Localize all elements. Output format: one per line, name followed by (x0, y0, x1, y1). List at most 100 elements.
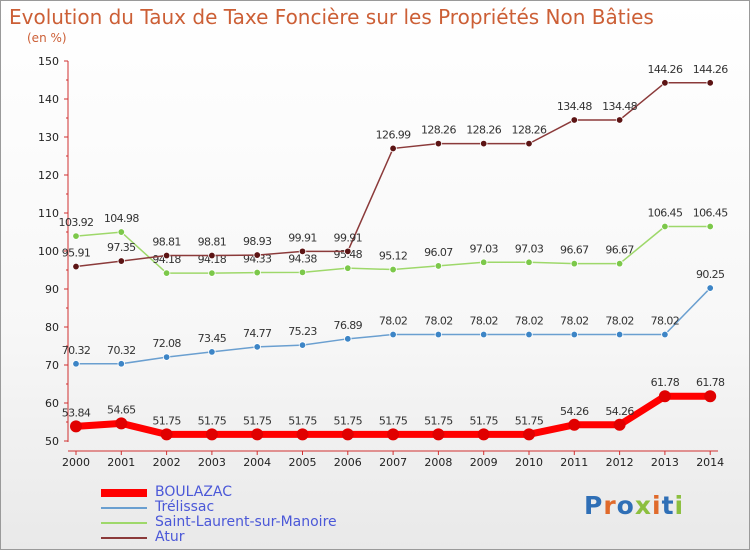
data-label: 78.02 (379, 315, 408, 328)
proxiti-logo: Proxiti (584, 491, 684, 520)
data-label: 128.26 (421, 124, 456, 137)
data-point (615, 259, 624, 268)
data-point (253, 251, 261, 259)
y-tick-label: 130 (38, 131, 59, 144)
data-point (570, 116, 578, 124)
data-label: 70.32 (107, 344, 136, 357)
y-tick-label: 150 (38, 55, 59, 68)
data-point (344, 335, 352, 343)
data-point (296, 428, 309, 441)
data-point (298, 341, 307, 349)
y-tick-label: 110 (38, 207, 59, 220)
logo-letter: i (674, 491, 685, 520)
legend-label: Atur (155, 529, 185, 545)
data-label: 128.26 (466, 124, 501, 137)
data-point (615, 116, 624, 124)
data-point (525, 139, 533, 148)
data-point (117, 228, 125, 236)
data-label: 73.45 (198, 332, 227, 345)
legend-label: Trélissac (155, 499, 215, 515)
data-label: 61.78 (651, 376, 680, 389)
data-label: 51.75 (379, 414, 408, 427)
unit-label: (en %) (27, 31, 67, 45)
x-tick-label: 2007 (379, 456, 407, 469)
data-label: 96.07 (424, 246, 453, 259)
data-label: 54.26 (605, 405, 634, 418)
x-tick-label: 2001 (107, 456, 135, 469)
data-point (72, 262, 80, 271)
y-tick-label: 90 (45, 283, 59, 296)
x-tick-label: 2002 (153, 456, 181, 469)
x-tick-label: 2014 (696, 456, 724, 469)
data-point (253, 268, 261, 277)
data-label: 144.26 (647, 63, 682, 76)
data-point (205, 428, 218, 441)
data-point (706, 222, 714, 231)
data-point (341, 428, 354, 441)
chart-title: Evolution du Taux de Taxe Foncière sur l… (9, 5, 654, 29)
legend-label: BOULAZAC (155, 484, 233, 500)
data-label: 144.26 (693, 63, 728, 76)
data-point (480, 330, 488, 339)
x-tick-label: 2000 (62, 456, 90, 469)
data-point (344, 264, 352, 272)
data-point (661, 330, 669, 339)
data-label: 61.78 (696, 376, 725, 389)
data-label: 128.26 (512, 124, 547, 137)
x-tick-label: 2003 (198, 456, 226, 469)
data-label: 97.03 (469, 242, 498, 255)
data-label: 53.84 (62, 406, 91, 419)
data-point (298, 247, 307, 256)
data-point (251, 428, 264, 441)
data-label: 96.67 (560, 244, 589, 257)
data-label: 134.48 (602, 100, 637, 113)
data-point (389, 330, 397, 339)
data-point (434, 330, 443, 339)
y-tick-label: 60 (45, 397, 59, 410)
logo-letter: P (584, 491, 604, 520)
x-tick-label: 2009 (470, 456, 498, 469)
data-point (525, 330, 533, 339)
data-label: 51.75 (515, 414, 544, 427)
data-point (117, 360, 125, 368)
data-point (162, 353, 171, 361)
data-label: 126.99 (376, 128, 411, 141)
legend: BOULAZAC Trélissac Saint-Laurent-sur-Manoi… (101, 485, 337, 545)
data-point (706, 284, 714, 292)
data-label: 97.03 (515, 242, 544, 255)
legend-swatch (101, 488, 147, 497)
data-label: 106.45 (693, 206, 728, 219)
y-tick-label: 100 (38, 245, 59, 258)
x-tick-label: 2010 (515, 456, 543, 469)
data-point (162, 269, 171, 277)
data-point (344, 247, 352, 256)
data-label: 70.32 (62, 344, 91, 357)
data-label: 51.75 (198, 414, 227, 427)
data-label: 72.08 (152, 337, 181, 350)
data-point (613, 418, 626, 431)
data-label: 95.91 (62, 247, 91, 260)
data-label: 97.35 (107, 241, 136, 254)
data-point (480, 258, 488, 266)
data-point (72, 360, 80, 368)
logo-letter: o (616, 491, 635, 520)
data-label: 94.18 (198, 253, 227, 266)
data-label: 54.65 (107, 403, 136, 416)
data-label: 103.92 (59, 216, 94, 229)
data-point (661, 222, 669, 231)
legend-label: Saint-Laurent-sur-Manoire (155, 514, 337, 530)
data-point (706, 79, 714, 87)
data-label: 134.48 (557, 100, 592, 113)
data-point (525, 258, 533, 266)
data-point (72, 232, 80, 240)
y-tick-label: 80 (45, 321, 59, 334)
data-label: 76.89 (334, 319, 363, 332)
legend-item: BOULAZAC (101, 485, 337, 500)
x-tick-label: 2012 (606, 456, 634, 469)
y-tick-label: 70 (45, 359, 59, 372)
x-tick-label: 2008 (424, 456, 452, 469)
data-label: 106.45 (647, 206, 682, 219)
data-point (570, 259, 578, 268)
